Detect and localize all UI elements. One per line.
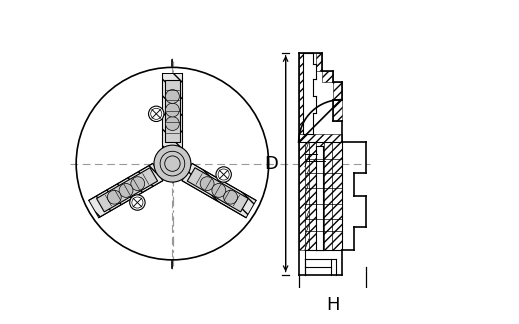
Circle shape <box>216 167 231 182</box>
Polygon shape <box>299 134 342 142</box>
Polygon shape <box>305 142 342 250</box>
Polygon shape <box>187 168 248 212</box>
Circle shape <box>166 89 180 103</box>
Circle shape <box>166 117 180 131</box>
Polygon shape <box>299 53 303 134</box>
Polygon shape <box>182 163 256 218</box>
Circle shape <box>154 145 191 182</box>
Circle shape <box>224 190 238 204</box>
Polygon shape <box>316 146 323 250</box>
Polygon shape <box>299 142 305 250</box>
Polygon shape <box>322 71 333 82</box>
Polygon shape <box>165 80 180 142</box>
Circle shape <box>200 177 214 191</box>
Polygon shape <box>316 53 322 71</box>
Circle shape <box>212 183 226 197</box>
Circle shape <box>131 177 145 191</box>
Circle shape <box>166 103 180 117</box>
Polygon shape <box>333 100 342 121</box>
Polygon shape <box>333 82 342 100</box>
Polygon shape <box>162 73 183 147</box>
Text: D: D <box>264 155 278 173</box>
Circle shape <box>119 183 133 197</box>
Circle shape <box>107 190 121 204</box>
Text: H: H <box>326 296 339 314</box>
Circle shape <box>130 195 145 210</box>
Circle shape <box>148 106 164 122</box>
Polygon shape <box>89 163 163 218</box>
Polygon shape <box>97 168 158 212</box>
